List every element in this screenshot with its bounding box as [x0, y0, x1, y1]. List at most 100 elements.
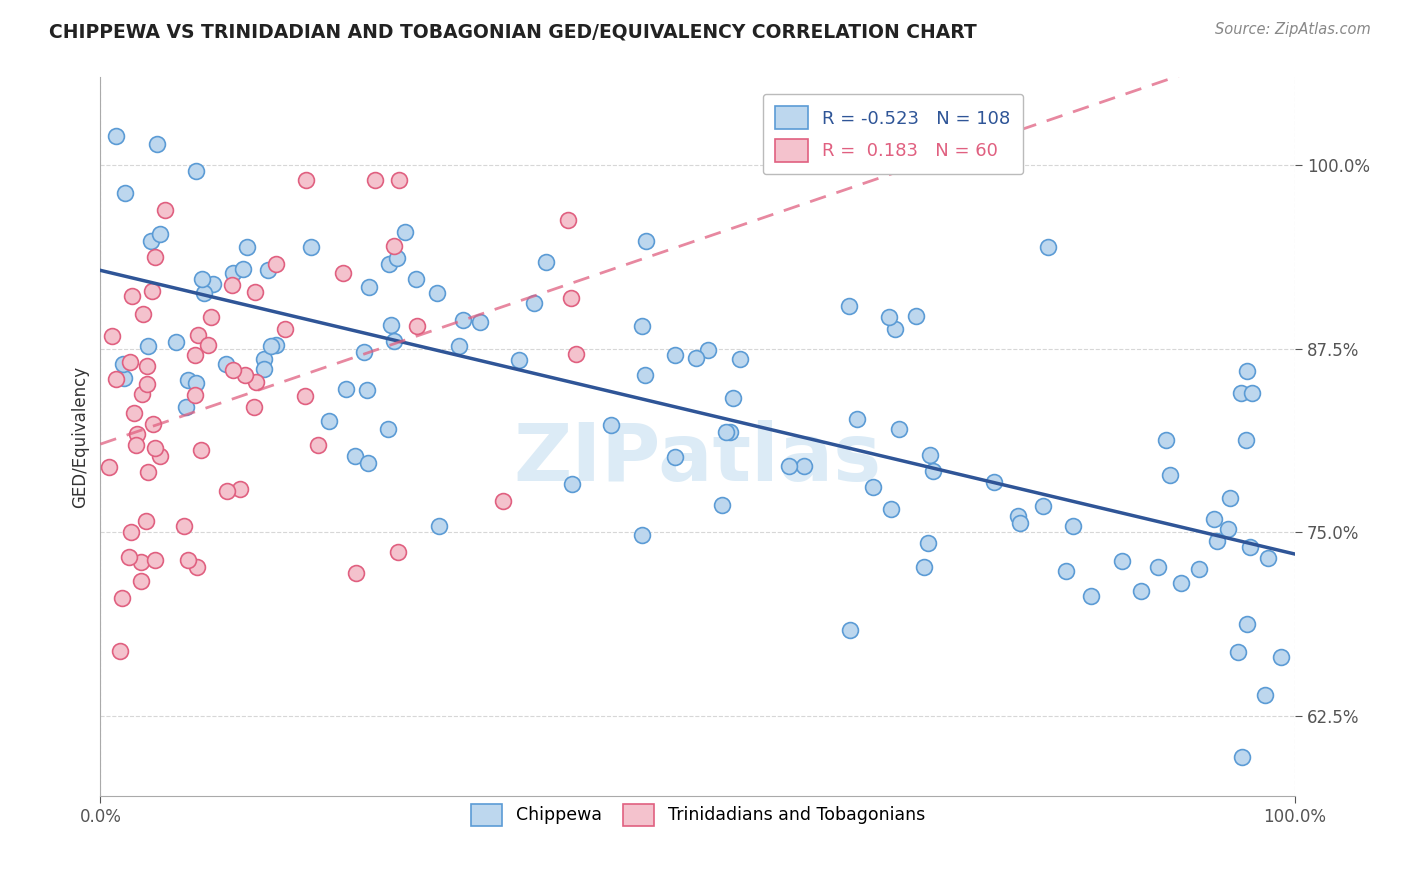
- Point: [918, 448, 941, 462]
- Point: [184, 387, 207, 401]
- Point: [378, 257, 401, 271]
- Point: [685, 351, 707, 365]
- Point: [877, 310, 900, 325]
- Point: [143, 441, 166, 455]
- Point: [382, 239, 405, 253]
- Point: [917, 536, 939, 550]
- Point: [1219, 491, 1241, 506]
- Point: [718, 425, 741, 440]
- Point: [1230, 750, 1253, 764]
- Point: [1036, 240, 1059, 254]
- Point: [215, 484, 238, 499]
- Point: [221, 277, 243, 292]
- Point: [561, 477, 583, 491]
- Point: [838, 623, 860, 637]
- Point: [136, 465, 159, 479]
- Point: [120, 355, 142, 369]
- Point: [388, 173, 411, 187]
- Point: [253, 361, 276, 376]
- Point: [242, 400, 264, 414]
- Point: [394, 225, 416, 239]
- Point: [634, 368, 657, 383]
- Point: [664, 450, 686, 465]
- Point: [165, 334, 187, 349]
- Point: [129, 574, 152, 588]
- Point: [1236, 364, 1258, 378]
- Point: [716, 425, 738, 440]
- Point: [155, 202, 177, 217]
- Point: [508, 353, 530, 368]
- Point: [599, 418, 621, 433]
- Point: [105, 371, 128, 385]
- Point: [912, 560, 935, 574]
- Point: [631, 319, 654, 334]
- Point: [1080, 589, 1102, 603]
- Point: [111, 591, 134, 605]
- Point: [380, 318, 402, 333]
- Point: [1230, 385, 1253, 400]
- Point: [845, 412, 868, 426]
- Point: [1147, 559, 1170, 574]
- Point: [697, 343, 720, 357]
- Point: [235, 240, 257, 254]
- Point: [121, 289, 143, 303]
- Point: [101, 329, 124, 343]
- Point: [631, 528, 654, 542]
- Point: [125, 426, 148, 441]
- Point: [215, 357, 238, 371]
- Point: [149, 450, 172, 464]
- Point: [184, 164, 207, 178]
- Point: [1054, 564, 1077, 578]
- Point: [1032, 500, 1054, 514]
- Point: [232, 262, 254, 277]
- Point: [451, 313, 474, 327]
- Point: [1257, 551, 1279, 566]
- Point: [344, 566, 367, 580]
- Point: [190, 443, 212, 458]
- Point: [118, 549, 141, 564]
- Point: [1202, 512, 1225, 526]
- Point: [294, 389, 316, 403]
- Point: [122, 406, 145, 420]
- Legend: Chippewa, Trinidadians and Tobagonians: Chippewa, Trinidadians and Tobagonians: [461, 795, 934, 835]
- Point: [634, 234, 657, 248]
- Point: [193, 286, 215, 301]
- Point: [264, 337, 287, 351]
- Point: [294, 173, 316, 187]
- Point: [243, 285, 266, 300]
- Point: [186, 560, 208, 574]
- Point: [257, 263, 280, 277]
- Point: [363, 173, 385, 187]
- Point: [1206, 534, 1229, 549]
- Point: [129, 555, 152, 569]
- Point: [377, 422, 399, 436]
- Point: [332, 266, 354, 280]
- Point: [191, 272, 214, 286]
- Point: [141, 284, 163, 298]
- Point: [523, 296, 546, 310]
- Point: [560, 291, 582, 305]
- Point: [1008, 516, 1031, 531]
- Point: [922, 464, 945, 478]
- Point: [335, 382, 357, 396]
- Point: [426, 286, 449, 301]
- Point: [184, 348, 207, 362]
- Point: [405, 319, 427, 334]
- Point: [983, 475, 1005, 489]
- Point: [356, 383, 378, 397]
- Point: [201, 277, 224, 291]
- Point: [429, 519, 451, 533]
- Point: [222, 266, 245, 280]
- Point: [253, 352, 276, 367]
- Point: [177, 373, 200, 387]
- Point: [357, 456, 380, 470]
- Point: [108, 644, 131, 658]
- Point: [105, 129, 128, 144]
- Point: [1216, 522, 1239, 536]
- Point: [114, 186, 136, 200]
- Point: [1270, 649, 1292, 664]
- Point: [318, 414, 340, 428]
- Text: CHIPPEWA VS TRINIDADIAN AND TOBAGONIAN GED/EQUIVALENCY CORRELATION CHART: CHIPPEWA VS TRINIDADIAN AND TOBAGONIAN G…: [49, 22, 977, 41]
- Point: [557, 213, 579, 227]
- Point: [307, 438, 329, 452]
